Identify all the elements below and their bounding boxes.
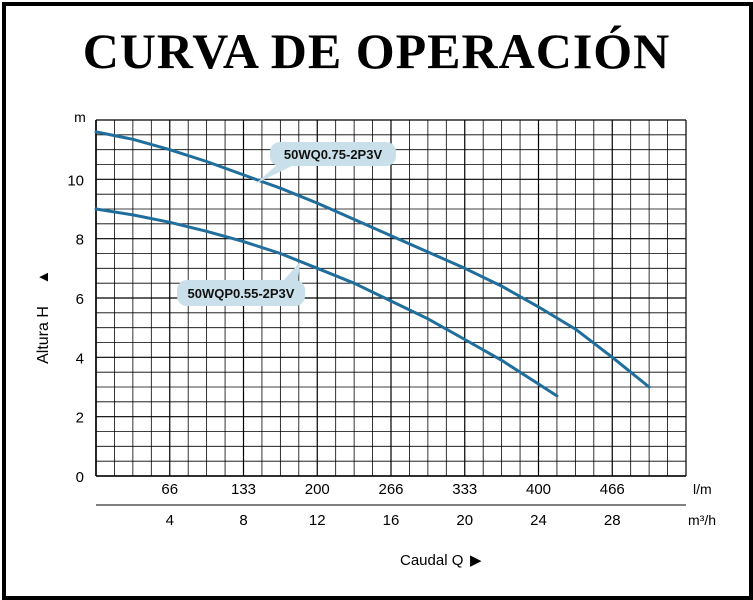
y-tick-label: 8	[76, 232, 84, 249]
x-tick-label-lm: 133	[231, 481, 256, 498]
y-tick-label: 6	[76, 291, 84, 308]
x-axis-arrow-icon: ▶	[470, 552, 482, 569]
x-tick-label-lm: 66	[161, 481, 178, 498]
chart-grid	[95, 119, 687, 477]
x-tick-label-m3h: 24	[530, 512, 547, 529]
x-tick-label-m3h: 8	[239, 512, 247, 529]
callout-box	[270, 142, 396, 166]
x-tick-label-lm: 333	[452, 481, 477, 498]
callout-pointer	[255, 164, 296, 184]
y-axis-label-group: Altura H ▲	[35, 270, 52, 364]
callout-box	[177, 280, 305, 306]
y-tick-label: 4	[76, 350, 84, 367]
y-axis-unit: m	[74, 109, 86, 125]
x-tick-label-lm: 400	[526, 481, 551, 498]
y-tick-label: 2	[76, 410, 84, 427]
x-tick-label-m3h: 16	[383, 512, 400, 529]
x-tick-label-lm: 466	[600, 481, 625, 498]
performance-curves	[94, 130, 651, 398]
x-axis-label: Caudal Q	[400, 552, 463, 569]
y-axis-arrow-icon: ▲	[35, 270, 52, 285]
series-name-label: 50WQP0.55-2P3V	[188, 286, 295, 301]
chart-title: CURVA DE OPERACIÓN	[82, 23, 671, 79]
series-label-callout: 50WQP0.55-2P3V	[177, 262, 305, 306]
x-tick-label-m3h: 20	[456, 512, 473, 529]
x-tick-label-m3h: 4	[166, 512, 174, 529]
x-tick-label-m3h: 12	[309, 512, 326, 529]
series-line-1	[94, 207, 559, 398]
y-tick-label: 10	[67, 172, 84, 189]
x-unit-lm: l/m	[693, 481, 712, 497]
callout-pointer	[282, 262, 300, 282]
y-axis-label: Altura H	[35, 306, 52, 364]
series-name-label: 50WQ0.75-2P3V	[284, 147, 383, 162]
x-unit-m3h: m³/h	[688, 512, 716, 528]
series-line-0	[94, 130, 651, 389]
y-tick-label: 0	[76, 469, 84, 486]
x-tick-label-lm: 266	[378, 481, 403, 498]
x-tick-label-m3h: 28	[604, 512, 621, 529]
x-tick-label-lm: 200	[305, 481, 330, 498]
series-labels: 50WQ0.75-2P3V 50WQP0.55-2P3V	[177, 142, 396, 306]
series-label-callout: 50WQ0.75-2P3V	[255, 142, 396, 184]
